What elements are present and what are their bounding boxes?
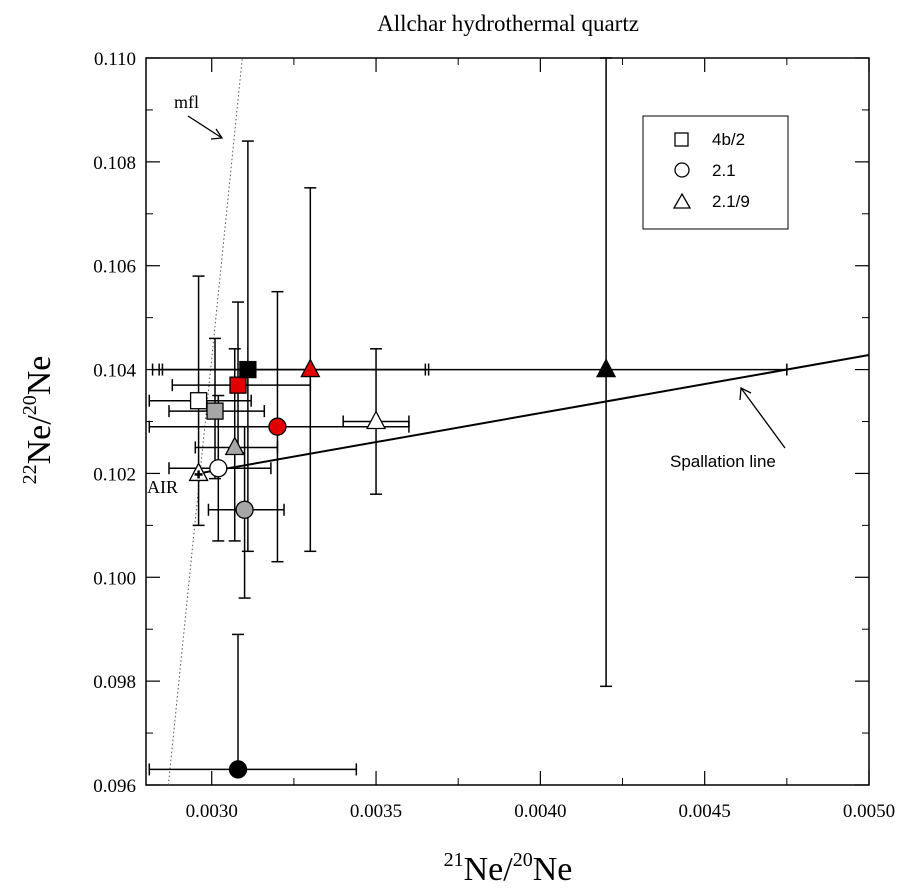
x-axis: 0.0030 0.0035 0.0040 0.0045 0.0050 xyxy=(186,58,895,822)
data-point-square xyxy=(189,392,208,410)
legend-label-4b2: 4b/2 xyxy=(712,130,745,149)
data-point-triangle xyxy=(365,410,387,430)
spallation-arrow xyxy=(739,386,786,449)
x-tick-label: 0.0030 xyxy=(186,801,238,822)
mfl-arrow xyxy=(187,115,224,140)
y-tick-label: 0.108 xyxy=(93,153,136,174)
spallation-line-label: Spallation line xyxy=(670,452,776,471)
y-tick-label: 0.106 xyxy=(93,257,136,278)
legend-label-2-1: 2.1 xyxy=(712,161,736,180)
air-label: AIR xyxy=(147,477,178,497)
mfl-label: mfl xyxy=(174,92,199,112)
legend-circle-icon xyxy=(674,162,690,178)
data-point-circle xyxy=(268,417,287,436)
y-tick-label: 0.098 xyxy=(93,672,136,693)
legend-box xyxy=(642,115,789,230)
data-point-triangle xyxy=(224,436,245,456)
legend: 4b/2 2.1 2.1/9 xyxy=(642,115,789,230)
data-point-triangle xyxy=(596,358,617,378)
data-point-triangle xyxy=(300,358,321,378)
y-axis-label: 22Ne/20Ne xyxy=(19,356,58,485)
y-tick-label: 0.104 xyxy=(93,361,136,382)
x-tick-label: 0.0035 xyxy=(350,801,402,822)
data-point-square xyxy=(206,402,224,420)
data-point-circle xyxy=(235,500,254,519)
x-axis-label: 21Ne/20Ne xyxy=(444,849,573,888)
x-tick-label: 0.0040 xyxy=(514,801,566,822)
legend-triangle-icon xyxy=(672,192,692,209)
data-markers xyxy=(188,358,617,779)
y-tick-label: 0.100 xyxy=(93,568,136,589)
data-point-circle xyxy=(209,459,228,478)
y-axis: 0.096 0.098 0.100 0.102 0.104 0.106 0.108 0.110 xyxy=(93,49,869,797)
x-tick-label: 0.0045 xyxy=(679,801,731,822)
legend-square-icon xyxy=(674,132,689,147)
data-point-square xyxy=(239,360,257,379)
legend-label-2-1-9: 2.1/9 xyxy=(712,192,750,211)
y-tick-label: 0.096 xyxy=(93,776,136,797)
data-point-circle xyxy=(228,760,248,779)
data-point-square xyxy=(229,376,247,394)
chart-title: Allchar hydrothermal quartz xyxy=(377,11,639,36)
x-tick-label: 0.0050 xyxy=(843,801,895,822)
mfl-line xyxy=(167,57,243,786)
y-tick-label: 0.110 xyxy=(94,49,136,70)
y-tick-label: 0.102 xyxy=(93,464,136,485)
